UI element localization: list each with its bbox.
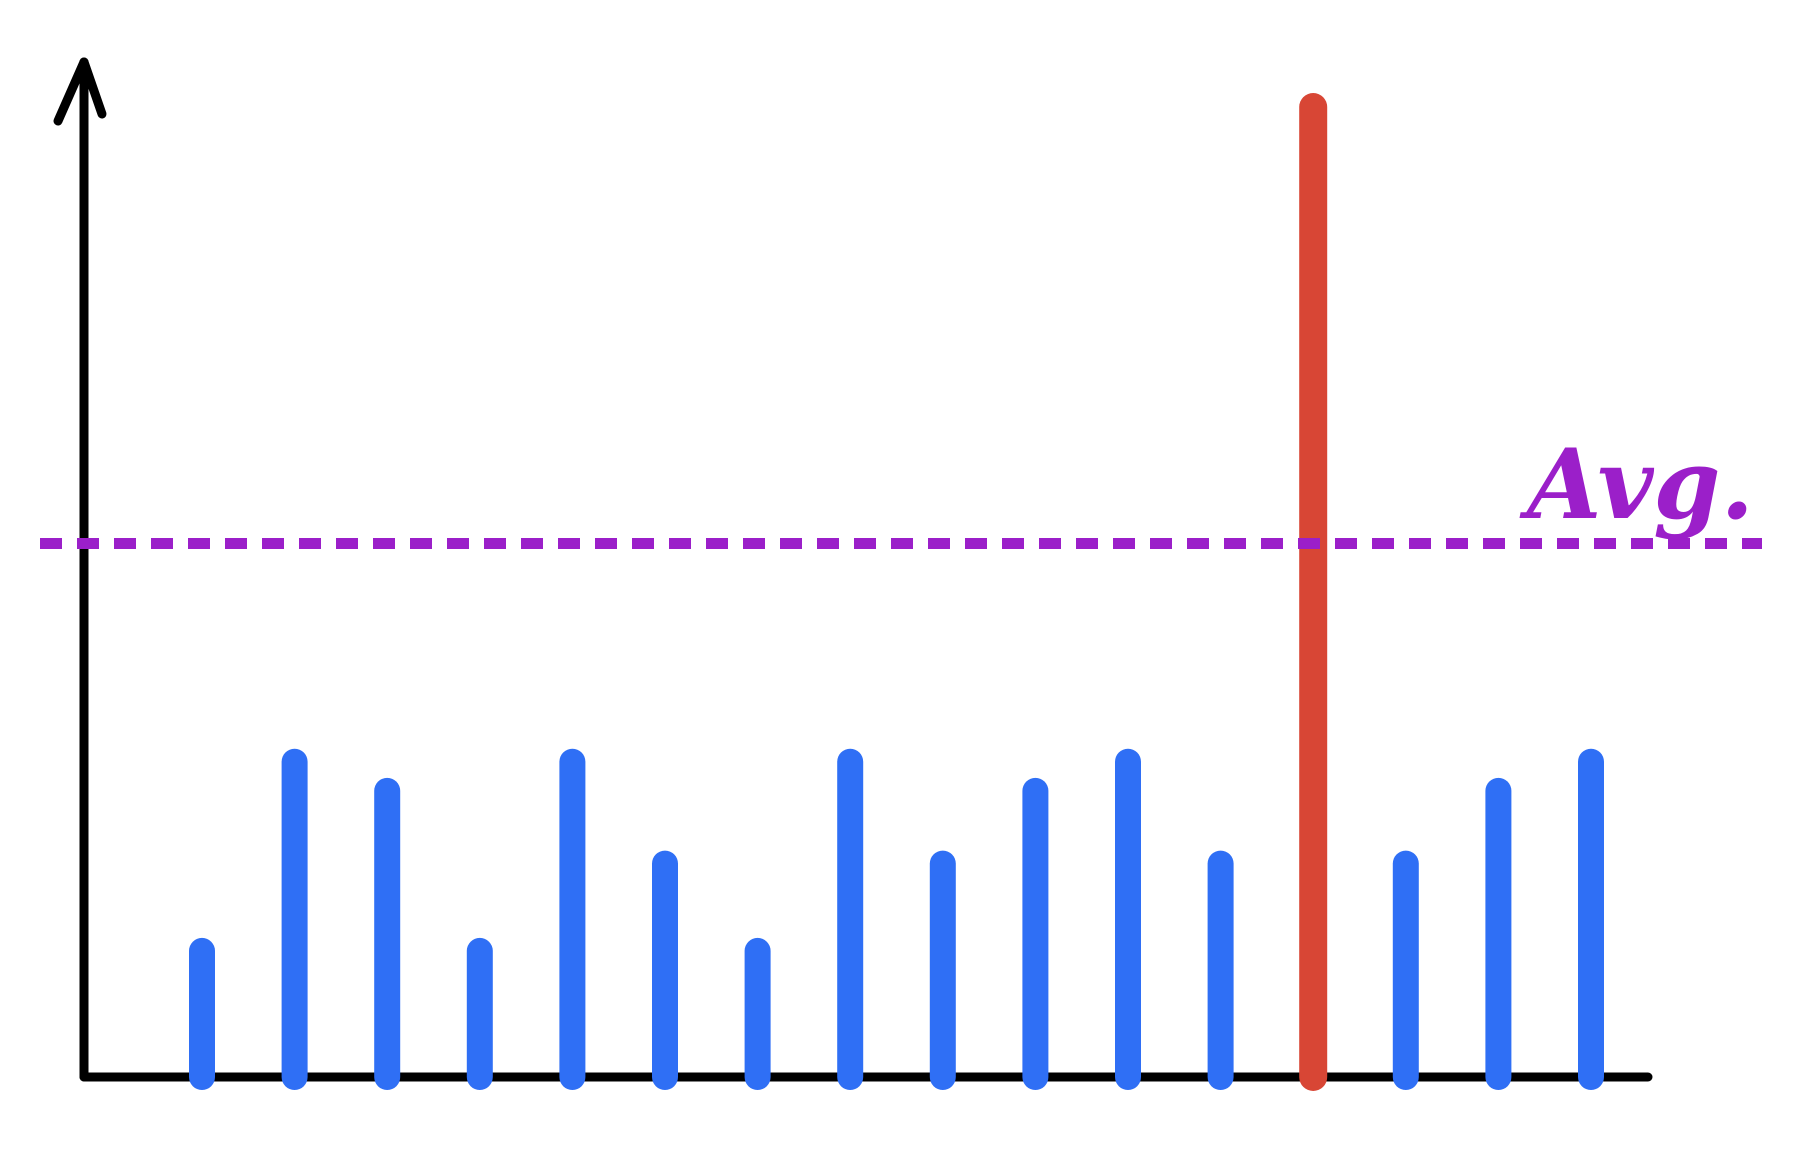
average-line-group: Avg. — [40, 428, 1762, 549]
y-axis-arrowhead — [53, 57, 107, 126]
axes — [53, 57, 1653, 1082]
average-label: Avg. — [1519, 428, 1754, 541]
bars — [189, 93, 1604, 1091]
